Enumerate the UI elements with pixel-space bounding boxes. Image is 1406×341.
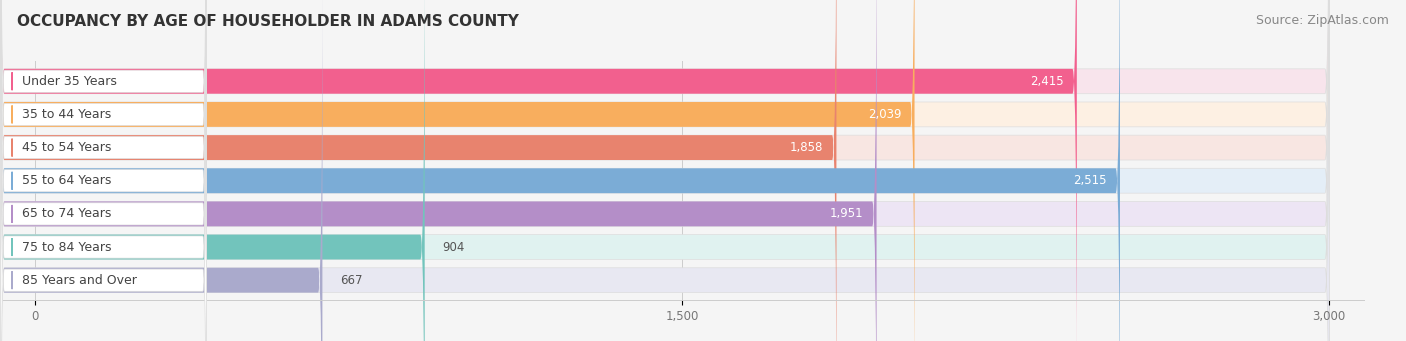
FancyBboxPatch shape: [1, 0, 207, 341]
FancyBboxPatch shape: [0, 0, 1329, 341]
FancyBboxPatch shape: [0, 0, 1329, 341]
FancyBboxPatch shape: [0, 0, 876, 341]
FancyBboxPatch shape: [1, 0, 207, 341]
FancyBboxPatch shape: [1, 0, 207, 341]
FancyBboxPatch shape: [0, 0, 425, 341]
Text: 35 to 44 Years: 35 to 44 Years: [22, 108, 111, 121]
Text: 904: 904: [441, 240, 464, 254]
FancyBboxPatch shape: [0, 0, 322, 341]
FancyBboxPatch shape: [0, 0, 1121, 341]
FancyBboxPatch shape: [0, 0, 1329, 341]
FancyBboxPatch shape: [0, 0, 1077, 341]
FancyBboxPatch shape: [0, 0, 837, 341]
Text: 1,951: 1,951: [830, 207, 863, 220]
Text: 2,039: 2,039: [868, 108, 901, 121]
Text: 667: 667: [340, 274, 363, 287]
FancyBboxPatch shape: [0, 0, 1329, 341]
Text: Source: ZipAtlas.com: Source: ZipAtlas.com: [1256, 14, 1389, 27]
FancyBboxPatch shape: [0, 0, 1329, 341]
Text: 75 to 84 Years: 75 to 84 Years: [22, 240, 112, 254]
Text: 65 to 74 Years: 65 to 74 Years: [22, 207, 112, 220]
FancyBboxPatch shape: [0, 0, 1329, 341]
Text: OCCUPANCY BY AGE OF HOUSEHOLDER IN ADAMS COUNTY: OCCUPANCY BY AGE OF HOUSEHOLDER IN ADAMS…: [17, 14, 519, 29]
FancyBboxPatch shape: [0, 0, 1329, 341]
Text: 45 to 54 Years: 45 to 54 Years: [22, 141, 112, 154]
FancyBboxPatch shape: [0, 0, 914, 341]
Text: Under 35 Years: Under 35 Years: [22, 75, 117, 88]
FancyBboxPatch shape: [1, 0, 207, 341]
Text: 2,515: 2,515: [1074, 174, 1107, 187]
FancyBboxPatch shape: [1, 0, 207, 336]
FancyBboxPatch shape: [1, 26, 207, 341]
FancyBboxPatch shape: [1, 0, 207, 341]
Text: 55 to 64 Years: 55 to 64 Years: [22, 174, 112, 187]
Text: 1,858: 1,858: [790, 141, 824, 154]
Text: 85 Years and Over: 85 Years and Over: [22, 274, 138, 287]
Text: 2,415: 2,415: [1031, 75, 1064, 88]
